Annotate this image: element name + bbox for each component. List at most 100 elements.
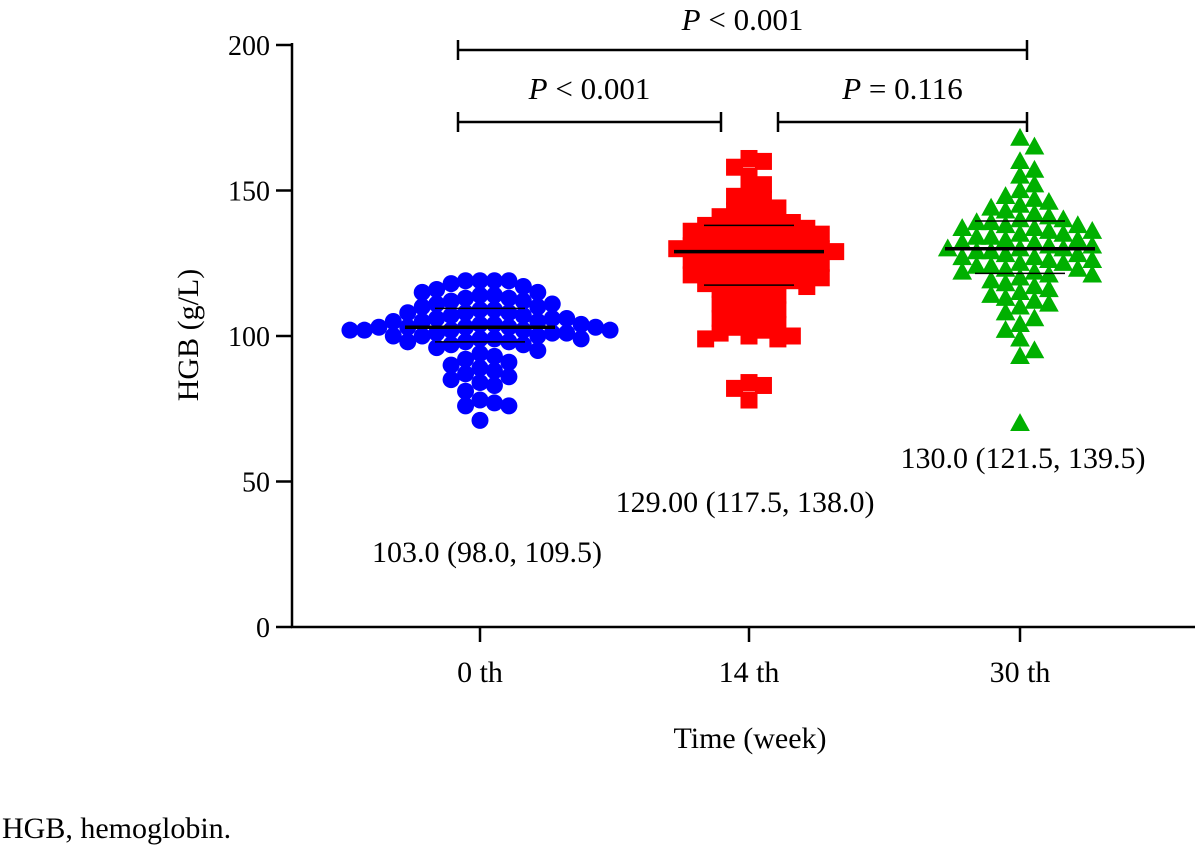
data-point-triangle [1024,261,1045,280]
data-point-triangle [1024,203,1045,222]
data-point-square [740,283,758,301]
data-point-triangle [995,287,1016,306]
data-point-circle [428,280,446,298]
data-point-square [711,324,729,342]
data-point-square [726,202,744,220]
data-point-triangle [1010,328,1030,347]
data-point-triangle [1082,264,1103,283]
data-point-circle [601,321,619,339]
data-point-triangle [1024,247,1045,266]
data-point-circle [457,350,475,368]
data-point-square [726,187,744,205]
data-point-triangle [952,232,973,251]
data-point-square [697,231,715,249]
data-points [341,127,1103,431]
data-point-circle [471,344,489,362]
data-point-circle [471,374,489,392]
data-point-triangle [995,200,1016,219]
data-point-triangle [1024,232,1045,251]
data-point-square [769,301,787,319]
data-point-circle [428,339,446,357]
data-point-square [740,182,758,199]
data-point-square [754,234,772,252]
data-point-circle [457,304,475,322]
data-point-triangle [1024,308,1045,327]
data-point-square [783,228,801,246]
data-point-square [754,205,772,223]
data-point-circle [442,307,460,325]
data-point-square [740,327,758,345]
data-point-triangle [1010,180,1030,199]
data-point-square [812,254,830,272]
data-point-circle [471,330,489,348]
data-point-square [740,149,758,167]
data-point-square [697,330,715,348]
data-point-circle [514,336,532,354]
data-point-circle [341,321,359,339]
data-point-triangle [1010,194,1030,213]
summary-labels: 103.0 (98.0, 109.5) 129.00 (117.5, 138.0)… [372,442,1145,569]
data-point-square [754,219,772,237]
data-point-square [711,251,729,269]
data-point-triangle [1024,159,1045,178]
data-point-circle [500,353,518,371]
y-tick-label: 100 [228,322,270,353]
data-point-triangle [1024,218,1045,236]
data-point-circle [471,301,489,319]
data-point-triangle [995,258,1016,277]
data-point-circle [500,397,518,415]
data-point-circle [457,289,475,307]
data-point-square [827,243,845,261]
data-point-circle [457,382,475,400]
data-point-triangle [981,226,1001,245]
data-point-square [726,289,744,307]
data-point-square [726,260,744,278]
data-point-triangle [981,270,1001,289]
data-point-square [798,263,816,281]
data-point-circle [587,318,605,336]
data-point-square [726,318,744,336]
data-point-triangle [981,285,1001,303]
data-point-triangle [1010,127,1030,146]
data-point-triangle [1039,250,1059,268]
data-point-circle [457,397,475,415]
data-point-square [711,266,729,284]
data-point-square [726,158,744,176]
data-point-triangle [1010,151,1030,170]
x-tick-label: 30 th [990,656,1051,689]
data-point-triangle [1024,276,1045,295]
summary-label: 130.0 (121.5, 139.5) [901,442,1146,475]
data-point-square [740,312,758,330]
data-point-circle [471,391,489,409]
data-point-square [697,275,715,293]
y-tick-label: 150 [228,177,270,208]
data-point-square [682,266,700,284]
data-point-square [783,257,801,275]
data-point-triangle [1024,189,1045,207]
data-point-triangle [995,319,1016,338]
data-point-triangle [1067,258,1088,277]
data-point-triangle [995,244,1016,263]
data-point-square [726,304,744,322]
data-point-triangle [995,229,1016,248]
data-point-square [740,167,758,185]
data-point-circle [514,292,532,310]
data-point-square [682,251,700,269]
data-point-circle [514,307,532,325]
data-point-circle [471,359,489,377]
data-point-triangle [1010,209,1030,228]
y-tick-label: 0 [256,613,270,644]
data-point-square [769,257,787,275]
data-point-triangle [966,226,987,245]
data-point-triangle [1067,229,1088,248]
data-point-square [740,391,758,409]
data-point-square [740,211,758,229]
data-point-triangle [1010,165,1030,184]
data-point-square [754,307,772,325]
data-point-triangle [1010,253,1030,271]
data-point-triangle [1010,267,1030,286]
data-point-square [697,260,715,278]
data-point-circle [442,292,460,310]
data-point-circle [413,298,431,316]
summary-label: 129.00 (117.5, 138.0) [616,486,875,519]
